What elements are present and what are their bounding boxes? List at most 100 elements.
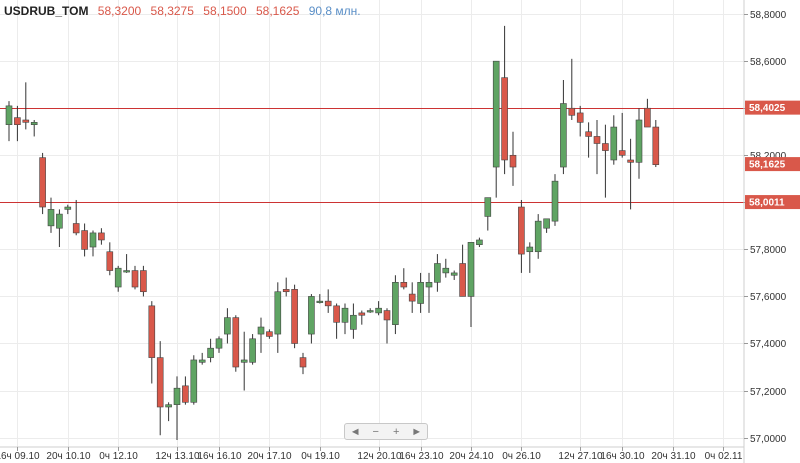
candle-body — [14, 117, 21, 125]
ticker-symbol: USDRUB_TOM — [4, 4, 89, 18]
candle-down — [81, 223, 88, 257]
candle-body — [644, 107, 651, 128]
candle-body — [22, 119, 30, 123]
candle-up — [476, 237, 483, 248]
candle-body — [140, 270, 147, 293]
candle-up — [240, 331, 248, 391]
candle-body — [114, 267, 122, 288]
candle-up — [198, 352, 206, 365]
candle-body — [434, 263, 441, 283]
candle-body — [131, 270, 139, 288]
candle-body — [350, 314, 357, 330]
candle-down — [400, 268, 408, 290]
current-price-tag: 58,1625 — [749, 160, 786, 171]
candle-body — [635, 119, 643, 163]
candle-series — [5, 25, 660, 440]
candle-body — [652, 126, 660, 165]
price-axis: 58,800058,600058,400058,200058,000057,80… — [744, 10, 787, 445]
candle-body — [324, 300, 332, 307]
candle-down — [408, 282, 416, 313]
x-tick-label: 0ч 19.10 — [301, 451, 340, 462]
candle-body — [72, 223, 80, 234]
candle-body — [291, 289, 298, 344]
x-tick-label: 20ч 31.10 — [651, 451, 696, 462]
candle-down — [333, 303, 340, 339]
candle-up — [173, 376, 181, 440]
scroll-left-button[interactable]: ◄ — [349, 425, 361, 438]
chart-zoom-controls: ◄ − + ► — [344, 423, 428, 440]
candle-body — [568, 107, 576, 116]
price-tags: 58,4025 58,1625 58,0011 — [745, 100, 800, 210]
candle-body — [476, 239, 483, 245]
candle-body — [509, 154, 517, 168]
candle-body — [610, 126, 618, 161]
candle-body — [576, 112, 584, 123]
candle-up — [341, 303, 349, 335]
current-price-tag-bg — [745, 157, 800, 172]
candle-body — [282, 289, 290, 293]
candle-down — [131, 265, 139, 290]
candle-up — [308, 294, 315, 344]
candle-up — [215, 336, 223, 353]
candle-body — [560, 103, 567, 168]
candle-down — [618, 112, 626, 158]
candle-body — [224, 317, 231, 335]
candle-up — [56, 209, 63, 248]
chart-grid — [0, 0, 744, 447]
candle-body — [190, 359, 198, 403]
candle-down — [266, 329, 273, 339]
candle-up — [551, 174, 559, 226]
candle-body — [518, 206, 525, 255]
candle-body — [165, 404, 172, 408]
candle-up — [350, 303, 357, 339]
candle-body — [156, 357, 164, 408]
open-value: 58,3200 — [97, 4, 142, 18]
candle-body — [308, 296, 315, 335]
candle-body — [232, 317, 240, 368]
x-tick-label: 16ч 16.10 — [197, 451, 242, 462]
y-tick-label: 57,2000 — [750, 387, 787, 398]
candle-down — [72, 199, 80, 236]
candle-up — [316, 294, 324, 304]
candle-body — [64, 206, 72, 210]
y-tick-label: 58,8000 — [750, 10, 787, 21]
zoom-in-button[interactable]: + — [393, 425, 400, 438]
volume-value: 90,8 млн. — [308, 4, 361, 18]
candle-body — [106, 251, 114, 271]
candle-down — [358, 310, 366, 325]
candle-down — [644, 98, 651, 128]
candle-up — [207, 338, 214, 363]
zoom-out-button[interactable]: − — [372, 425, 379, 438]
candle-down — [518, 199, 525, 273]
candle-down — [14, 105, 21, 142]
candle-body — [56, 213, 63, 229]
candle-up — [165, 402, 172, 422]
candle-body — [182, 385, 189, 403]
level-price-tag-bg — [745, 100, 800, 115]
x-tick-label: 0ч 26.10 — [502, 451, 541, 462]
candle-up — [249, 334, 256, 365]
candle-up — [543, 218, 550, 233]
y-tick-label: 57,0000 — [750, 434, 787, 445]
candle-body — [316, 300, 324, 303]
y-tick-label: 58,6000 — [750, 57, 787, 68]
x-tick-label: 20ч 17.10 — [247, 451, 292, 462]
candle-down — [593, 119, 601, 175]
candle-up — [366, 308, 374, 313]
candle-body — [207, 347, 214, 358]
x-tick-label: 16ч 30.10 — [600, 451, 645, 462]
candle-body — [408, 293, 416, 302]
candle-body — [400, 282, 408, 288]
candle-down — [324, 289, 332, 313]
candle-down — [156, 341, 164, 436]
scroll-right-button[interactable]: ► — [411, 425, 423, 438]
candle-body — [526, 246, 534, 253]
candle-up — [30, 119, 38, 137]
candle-body — [198, 359, 206, 363]
candle-down — [576, 105, 584, 137]
candle-body — [425, 282, 433, 288]
candle-body — [442, 267, 450, 274]
candle-down — [182, 376, 189, 405]
candle-down — [509, 131, 517, 186]
